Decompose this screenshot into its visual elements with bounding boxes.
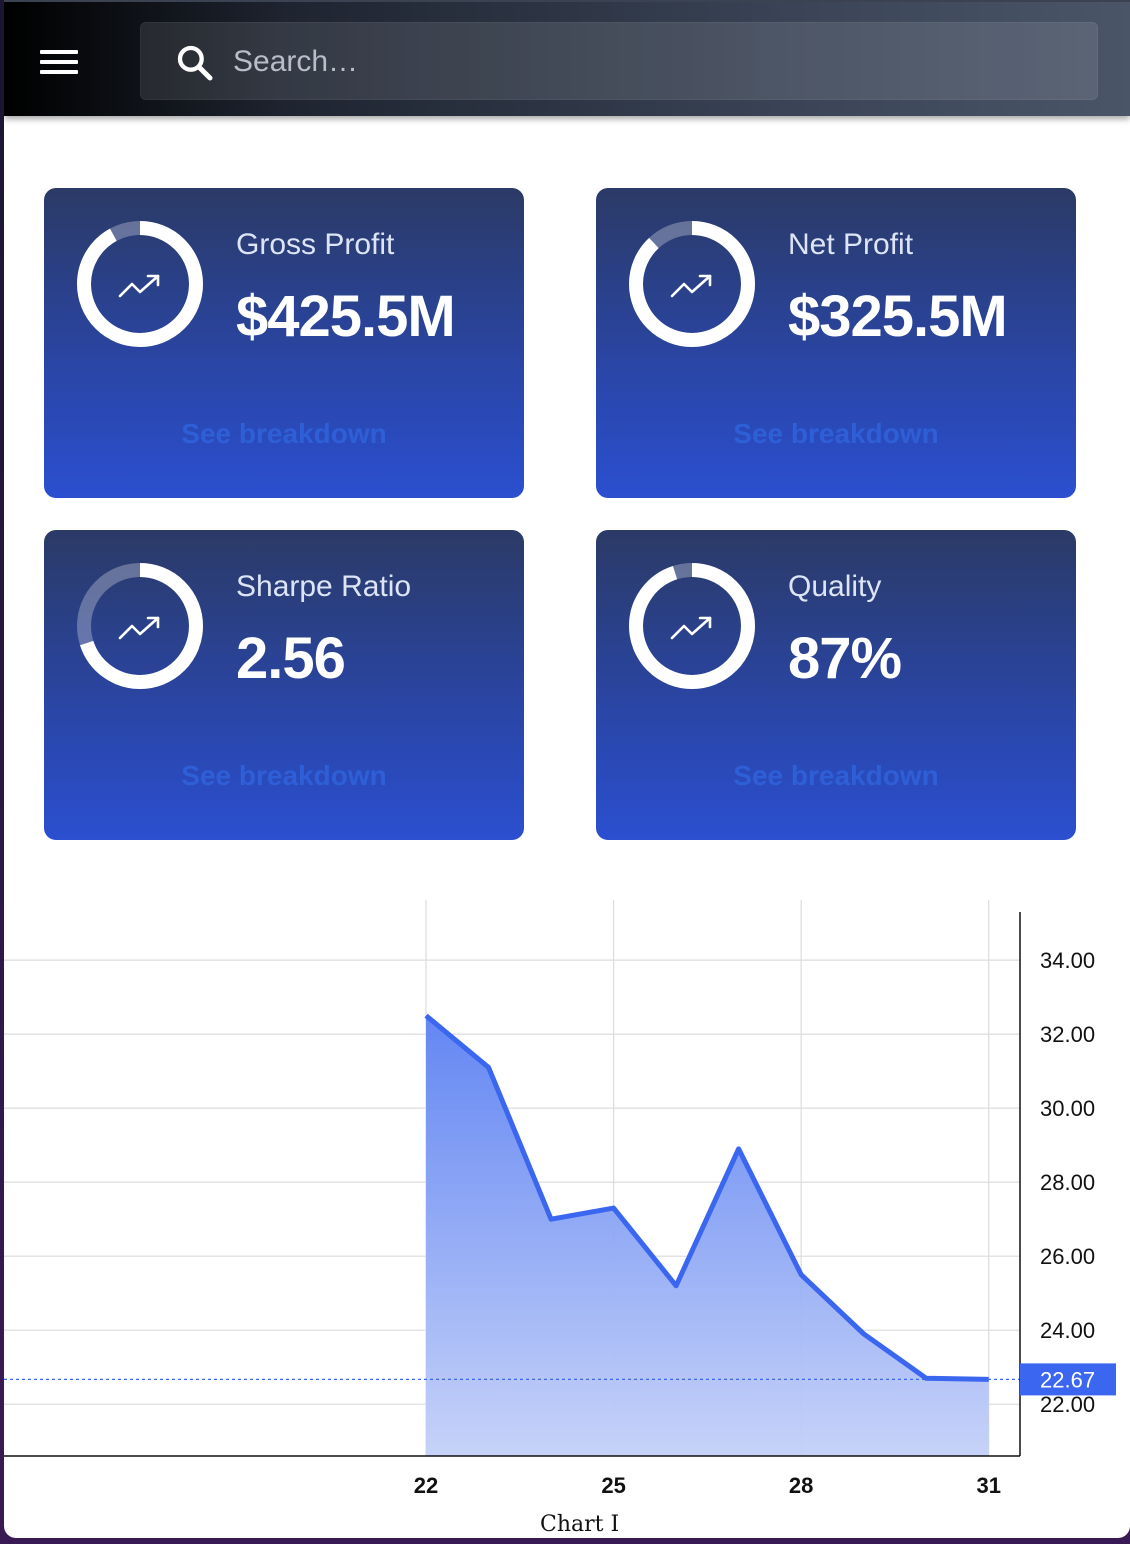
trending-up-icon bbox=[670, 274, 712, 298]
card-gross-profit[interactable]: Gross Profit $425.5M See breakdown bbox=[44, 188, 524, 498]
card-sharpe-ratio[interactable]: Sharpe Ratio 2.56 See breakdown bbox=[44, 530, 524, 840]
trending-up-icon bbox=[118, 616, 160, 640]
last-value-tag bbox=[1020, 1363, 1116, 1396]
card-value: 2.56 bbox=[236, 626, 346, 691]
y-tick-label: 30.00 bbox=[1040, 1096, 1095, 1121]
trending-up-icon bbox=[670, 616, 712, 640]
progress-ring bbox=[77, 563, 203, 689]
card-label: Sharpe Ratio bbox=[236, 570, 412, 603]
see-breakdown-link[interactable]: See breakdown bbox=[733, 418, 939, 449]
card-label: Gross Profit bbox=[236, 228, 395, 261]
search-icon bbox=[177, 45, 213, 81]
y-tick-label: 24.00 bbox=[1040, 1318, 1095, 1343]
search-bar[interactable] bbox=[140, 22, 1098, 100]
search-input[interactable] bbox=[233, 37, 1073, 87]
card-net-profit[interactable]: Net Profit $325.5M See breakdown bbox=[596, 188, 1076, 498]
progress-ring bbox=[629, 221, 755, 347]
trending-up-icon bbox=[118, 274, 160, 298]
see-breakdown-link[interactable]: See breakdown bbox=[181, 760, 387, 791]
price-chart[interactable]: 34.00 32.00 30.00 28.00 26.00 24.00 22.00 22 25 2… bbox=[4, 900, 1130, 1538]
series-line bbox=[424, 1013, 989, 1382]
x-tick-label: 31 bbox=[976, 1473, 1000, 1498]
see-breakdown-link[interactable]: See breakdown bbox=[733, 760, 939, 791]
progress-ring bbox=[77, 221, 203, 347]
see-breakdown-link[interactable]: See breakdown bbox=[181, 418, 387, 449]
y-tick-label: 26.00 bbox=[1040, 1244, 1095, 1269]
y-tick-label: 32.00 bbox=[1040, 1022, 1095, 1047]
card-value: $325.5M bbox=[788, 284, 1008, 349]
y-tick-label: 28.00 bbox=[1040, 1170, 1095, 1195]
hamburger-menu-icon[interactable] bbox=[40, 50, 78, 74]
card-quality[interactable]: Quality 87% See breakdown bbox=[596, 530, 1076, 840]
app-window: Gross Profit $425.5M See breakdown Net P… bbox=[4, 0, 1130, 1538]
chart-canvas[interactable]: 34.00 32.00 30.00 28.00 26.00 24.00 22.00 22 25 2… bbox=[4, 900, 1130, 1538]
x-tick-label: 25 bbox=[601, 1473, 625, 1498]
y-tick-label: 34.00 bbox=[1040, 948, 1095, 973]
card-value: $425.5M bbox=[236, 284, 456, 349]
progress-ring bbox=[629, 563, 755, 689]
chart-caption: Chart I bbox=[540, 1512, 620, 1537]
y-tick-label: 22.00 bbox=[1040, 1392, 1095, 1417]
card-label: Quality bbox=[788, 570, 882, 603]
series-area bbox=[426, 1015, 989, 1456]
x-tick-label: 22 bbox=[414, 1473, 438, 1498]
x-tick-label: 28 bbox=[789, 1473, 813, 1498]
card-label: Net Profit bbox=[788, 228, 914, 261]
top-bar bbox=[4, 0, 1130, 116]
card-value: 87% bbox=[788, 626, 902, 691]
last-value-label: 22.67 bbox=[1040, 1367, 1095, 1392]
